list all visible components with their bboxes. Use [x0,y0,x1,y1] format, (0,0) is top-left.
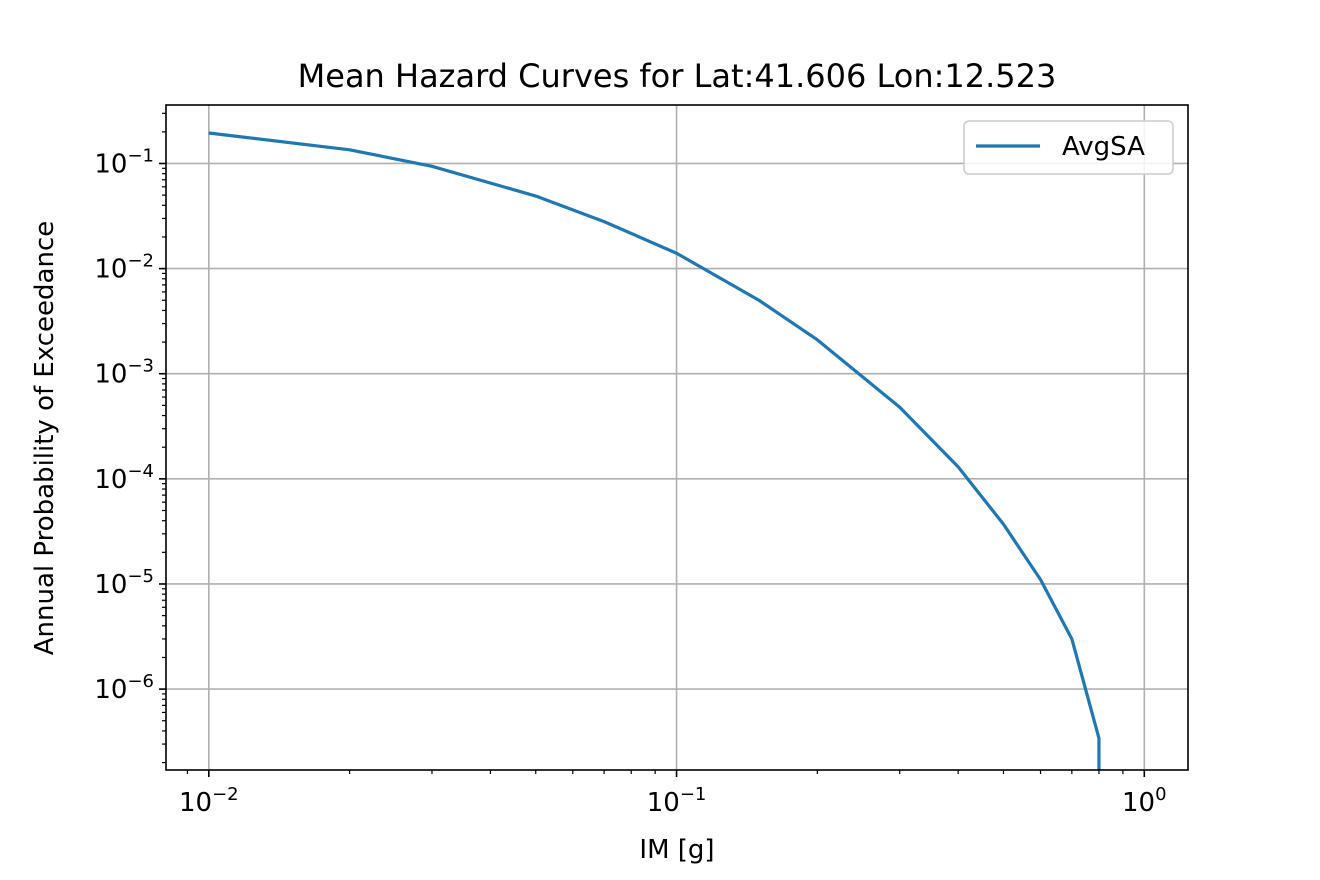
x-tick-label: 10−1 [647,784,707,818]
series-layer [208,131,1101,770]
x-axis: 10−2 10−1 100 [179,770,1167,818]
x-tick-label: 10−2 [179,784,239,818]
y-tick-label: 10−2 [94,251,154,285]
y-tick-label: 10−3 [94,356,154,390]
y-tick-label: 10−6 [94,671,154,705]
y-tick-label: 10−1 [94,145,154,179]
y-tick-label: 10−5 [94,566,154,600]
x-tick-label: 100 [1122,784,1167,818]
y-tick-label: 10−4 [94,461,154,495]
legend-label-avgsa: AvgSA [1062,132,1145,162]
legend: AvgSA [963,120,1174,175]
legend-box [963,120,1174,175]
y-axis: 10−1 10−2 10−3 10−4 10−5 10−6 [94,112,166,764]
grid-lines [166,105,1188,770]
chart-title: Mean Hazard Curves for Lat:41.606 Lon:12… [298,57,1057,95]
y-axis-label: Annual Probability of Exceedance [30,221,60,656]
x-axis-label: IM [g] [639,835,714,865]
series-line-avgsa [208,131,1101,770]
